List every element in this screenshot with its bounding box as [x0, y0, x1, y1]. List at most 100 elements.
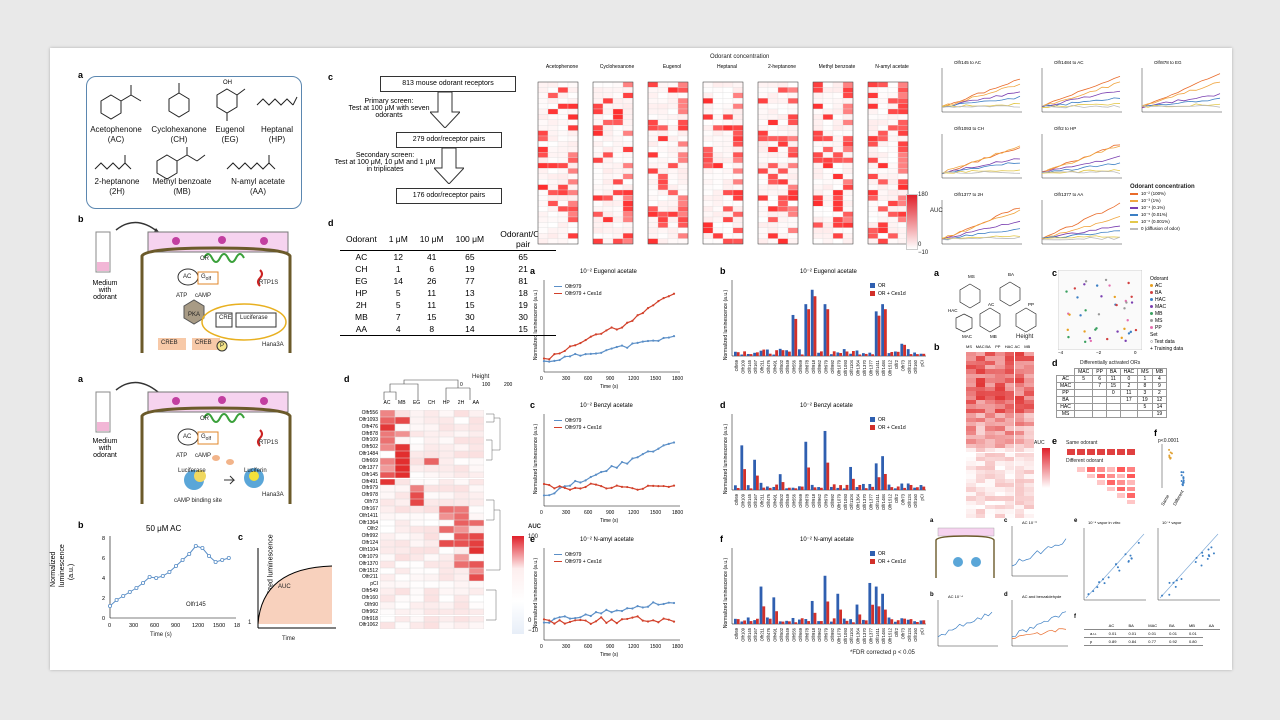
x-category-label: Olfr109 [740, 627, 745, 641]
heatmap-cell [602, 200, 614, 207]
fig2-b-label: b [78, 520, 84, 530]
heatmap-cell [468, 608, 484, 616]
heatmap-cell [822, 206, 834, 212]
heatmap-cell [777, 119, 789, 126]
point-a [626, 346, 629, 349]
height-ticks: 0 100 200 [460, 382, 520, 390]
heatmap-cell [468, 444, 484, 452]
fig5-d-cell: 8 [1137, 382, 1153, 390]
bar-or-ces1d [826, 309, 830, 356]
fig5-b-legend-title: AUC [1034, 440, 1045, 446]
fig5-b-cell [995, 509, 1005, 514]
heatmap-cell [722, 98, 734, 104]
heatmap-cell [822, 125, 834, 131]
fig4-series [1041, 236, 1121, 241]
data-point [141, 581, 146, 586]
heatmap-cell [547, 162, 559, 169]
heatmap-cell [622, 141, 634, 147]
heatmap-cell [394, 594, 410, 602]
legend-item: Olfr979 [554, 284, 602, 291]
bar-or-ces1d [788, 351, 791, 356]
heatmap-row-label: Olfr992 [361, 533, 378, 540]
fig5-b-cell [985, 408, 996, 414]
golf-g: G [201, 434, 206, 440]
heatmap-cell [409, 423, 425, 431]
data-point [226, 555, 231, 560]
bar-or-ces1d [916, 622, 919, 624]
heatmap-cell [409, 540, 425, 547]
point-b [563, 349, 566, 353]
heatmap-cell [867, 200, 879, 207]
heatmap-cell [602, 135, 614, 142]
heatmap-cell [812, 184, 824, 191]
heatmap-cell [702, 227, 714, 234]
heatmap-cell [877, 222, 889, 228]
heatmap-cell [657, 119, 669, 126]
fig4-series [1041, 235, 1121, 239]
heatmap-cell [612, 98, 624, 104]
heatmap-cell [567, 227, 579, 234]
fig5-b-cell [1014, 439, 1025, 444]
heatmap-cell [812, 211, 824, 218]
heatmap-cell [732, 162, 744, 169]
heatmap-cell [657, 92, 669, 99]
odorant-column-name: Heptanal [716, 64, 737, 70]
heatmap-cell [657, 184, 669, 191]
fig5-b-cell [985, 404, 996, 409]
heatmap-cell [557, 130, 569, 137]
heatmap-cell [592, 87, 604, 93]
heatmap-cell [867, 152, 879, 158]
fig5-b-cell [975, 448, 986, 453]
heatmap-cell [612, 233, 624, 239]
fig5-b-cell [995, 443, 1005, 449]
heatmap-cell [842, 173, 854, 180]
heatmap-cell [767, 146, 779, 153]
heatmap-cell [777, 168, 789, 174]
heatmap-cell [677, 184, 689, 191]
fig5-b-col-label: BA [985, 344, 991, 349]
legend-swatch [554, 560, 562, 563]
heatmap-cell [424, 533, 440, 541]
fig5-d-cell: AC [1055, 375, 1076, 383]
heatmap-cell [424, 512, 440, 520]
medium-label-2: Medium with odorant [92, 438, 118, 459]
point-a [594, 611, 598, 614]
heatmap-cell [394, 416, 410, 424]
table-row: 2H 5 11 15 19 [340, 299, 556, 311]
x-category-label: Olfr1104 [849, 627, 854, 643]
bar-or [913, 487, 916, 490]
fig5-b-cell [1024, 500, 1034, 505]
x-category-label: Olfr878 [804, 627, 809, 641]
heatmap-cell [667, 227, 679, 234]
fig5-d-th: MB [1151, 368, 1168, 376]
fig5-d-cell: 3 [1137, 389, 1153, 397]
fig5-b-cell [1024, 378, 1034, 383]
x-category-label: Olfr878 [804, 493, 809, 507]
heatmap-cell [394, 526, 410, 534]
heatmap-cell [380, 451, 395, 458]
heatmap-cell [380, 547, 395, 554]
heatmap-cell [647, 184, 659, 191]
heatmap-cell [439, 560, 454, 568]
flow-step-3: 176 odor/receptor pairs [396, 188, 502, 204]
heatmap-cell [877, 184, 889, 191]
bar-or [868, 582, 872, 624]
fig5-c-set: + Training data [1150, 346, 1184, 352]
fig6-e-point [1092, 590, 1095, 593]
heatmap-cell [877, 81, 889, 88]
heatmap-cell [812, 114, 824, 120]
fig4-panel: Olfr1093 to CH [930, 126, 1026, 188]
fig5-d-cell [1119, 410, 1139, 418]
heatmap-cell [867, 103, 879, 110]
data-point [213, 559, 218, 564]
data-point [193, 543, 198, 548]
point-a [667, 601, 670, 604]
heatmap-cell [602, 146, 614, 153]
fig4-panel-title: Olfr878 to EG [1154, 60, 1182, 65]
heatmap-cell [867, 119, 879, 126]
fig5-b-cell [966, 369, 976, 374]
point-b [610, 618, 613, 621]
fig4-legend-item: 10⁻⁶ (0.001%) [1130, 218, 1226, 225]
point-a [579, 481, 582, 484]
cre-label: CRE [219, 315, 232, 321]
